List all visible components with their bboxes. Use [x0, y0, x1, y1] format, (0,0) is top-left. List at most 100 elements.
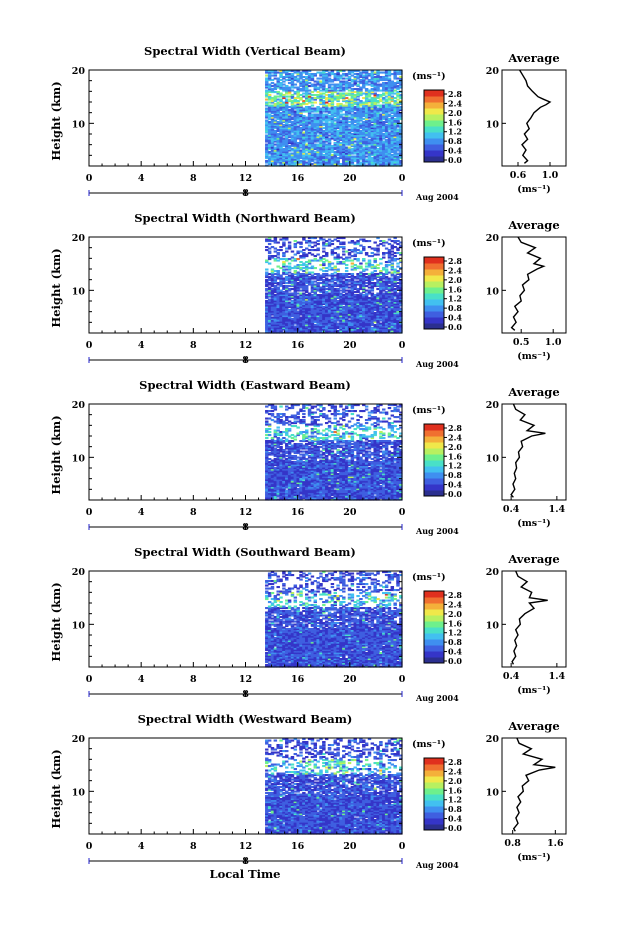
heatmap-cell — [364, 82, 369, 85]
heatmap-cell — [296, 142, 300, 145]
heatmap-cell — [310, 77, 315, 80]
heatmap-cell — [382, 313, 386, 316]
heatmap-cell — [276, 79, 280, 82]
heatmap-cell — [330, 137, 335, 140]
heatmap-cell — [322, 115, 326, 118]
heatmap-cell — [384, 163, 389, 166]
heatmap-cell — [270, 143, 275, 146]
heatmap-cell — [359, 122, 363, 125]
heatmap-cell — [330, 73, 335, 76]
heatmap-cell — [333, 154, 337, 157]
heatmap-cell — [350, 139, 355, 142]
heatmap-cell — [364, 313, 369, 316]
heatmap-cell — [287, 319, 292, 322]
heatmap-cell — [290, 106, 295, 109]
heatmap-cell — [302, 315, 306, 318]
heatmap-cell — [382, 300, 386, 303]
heatmap-cell — [327, 85, 332, 88]
heatmap-cell — [270, 313, 275, 316]
heatmap-cell — [324, 160, 329, 163]
heatmap-cell — [327, 316, 332, 319]
heatmap-cell — [344, 118, 349, 121]
heatmap-cell — [276, 140, 280, 143]
heatmap-cell — [290, 76, 295, 79]
heatmap-cell — [305, 158, 309, 161]
heatmap-cell — [333, 294, 337, 297]
heatmap-cell — [273, 136, 278, 139]
heatmap-cell — [356, 295, 360, 298]
heatmap-cell — [387, 73, 392, 76]
colorbar-swatch — [424, 305, 444, 312]
heatmap-cell — [336, 115, 340, 118]
heatmap-cell — [390, 124, 395, 127]
heatmap-cell — [307, 70, 312, 73]
heatmap-cell — [356, 88, 360, 91]
heatmap-cell — [296, 94, 300, 97]
heatmap-cell — [342, 295, 346, 298]
heatmap-cell — [324, 134, 329, 137]
heatmap-cell — [376, 315, 380, 318]
heatmap-cell — [290, 250, 295, 253]
heatmap-cell — [322, 157, 326, 160]
heatmap-cell — [390, 149, 395, 152]
heatmap-cell — [327, 318, 332, 321]
heatmap-cell — [299, 325, 303, 328]
heatmap-cell — [302, 133, 306, 136]
heatmap-cell — [384, 155, 389, 158]
heatmap-cell — [393, 83, 397, 86]
heatmap-cell — [344, 88, 349, 91]
heatmap-cell — [344, 128, 349, 131]
heatmap-cell — [302, 80, 306, 83]
heatmap-cell — [387, 139, 392, 142]
heatmap-cell — [330, 309, 335, 312]
heatmap-cell — [310, 297, 315, 300]
heatmap-cell — [305, 110, 309, 113]
heatmap-cell — [322, 95, 326, 98]
heatmap-cell — [313, 297, 318, 300]
heatmap-cell — [364, 152, 369, 155]
heatmap-cell — [290, 125, 295, 128]
heatmap-cell — [327, 130, 332, 133]
heatmap-cell — [393, 321, 397, 324]
heatmap-cell — [359, 306, 363, 309]
heatmap-cell — [382, 306, 386, 309]
heatmap-cell — [327, 137, 332, 140]
heatmap-cell — [373, 107, 377, 110]
heatmap-cell — [319, 83, 323, 86]
heatmap-cell — [324, 316, 329, 319]
heatmap-cell — [370, 134, 375, 137]
heatmap-cell — [399, 294, 403, 297]
heatmap-cell — [313, 300, 318, 303]
heatmap-cell — [319, 160, 323, 163]
heatmap-cell — [327, 327, 332, 330]
heatmap-cell — [370, 88, 375, 91]
heatmap-cell — [384, 143, 389, 146]
heatmap-cell — [316, 295, 320, 298]
heatmap-cell — [322, 71, 326, 74]
heatmap-cell — [359, 149, 363, 152]
heatmap-cell — [364, 143, 369, 146]
heatmap-cell — [336, 304, 340, 307]
heatmap-cell — [293, 115, 298, 118]
heatmap-cell — [296, 312, 300, 315]
heatmap-cell — [373, 155, 377, 158]
heatmap-cell — [319, 109, 323, 112]
heatmap-cell — [327, 151, 332, 154]
heatmap-cell — [302, 70, 306, 73]
heatmap-cell — [324, 307, 329, 310]
heatmap-cell — [330, 121, 335, 124]
heatmap-cell — [313, 316, 318, 319]
heatmap-cell — [370, 157, 375, 160]
heatmap-cell — [336, 158, 340, 161]
heatmap-cell — [399, 151, 403, 154]
heatmap-cell — [382, 327, 386, 330]
heatmap-cell — [373, 318, 377, 321]
heatmap-cell — [296, 131, 300, 134]
heatmap-cell — [330, 86, 335, 89]
heatmap-cell — [265, 307, 269, 310]
heatmap-cell — [276, 101, 280, 104]
heatmap-cell — [396, 124, 400, 127]
heatmap-cell — [384, 86, 389, 89]
heatmap-cell — [347, 313, 352, 316]
heatmap-cell — [293, 76, 298, 79]
